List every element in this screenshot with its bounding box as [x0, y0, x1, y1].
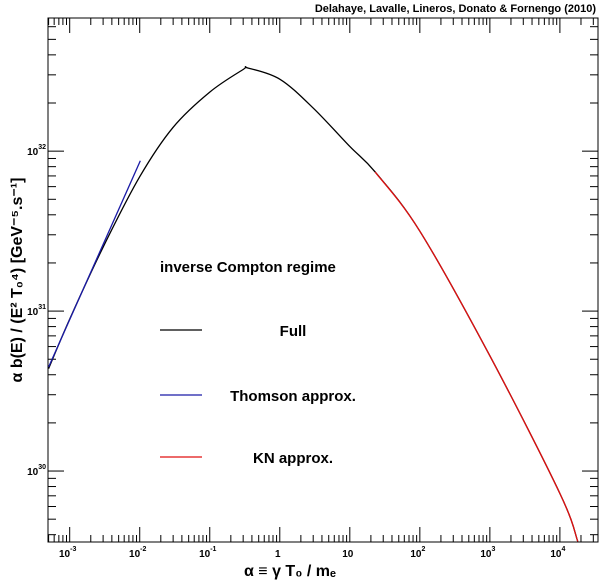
- tick-base: 10: [129, 549, 141, 560]
- tick-base: 10: [59, 549, 71, 560]
- tick-label: 10-2: [129, 546, 146, 560]
- tick-label: 1: [275, 549, 281, 560]
- annotation: Delahaye, Lavalle, Lineros, Donato & For…: [315, 3, 597, 15]
- tick-base: 10: [199, 549, 211, 560]
- series-line: [48, 65, 579, 542]
- x-axis-label: α ≡ γ T₀ / mₑ: [244, 563, 336, 580]
- tick-label: 1031: [27, 304, 46, 318]
- y-axis-label: α b(E) / (E² T₀⁴) [GeV⁻⁵.s⁻¹]: [9, 178, 26, 383]
- tick-base: 10: [27, 147, 39, 158]
- plot-area: [48, 65, 579, 542]
- tick-base: 10: [410, 549, 422, 560]
- plot-frame: [47, 17, 599, 543]
- tick-label: 104: [550, 546, 565, 560]
- tick-base: 10: [550, 549, 562, 560]
- tick-base: 10: [480, 549, 492, 560]
- tick-exponent: -3: [70, 546, 76, 553]
- tick-exponent: 32: [38, 144, 46, 151]
- series-line: [374, 171, 579, 542]
- tick-base: 10: [27, 307, 39, 318]
- tick-label: 103: [480, 546, 495, 560]
- tick-exponent: 30: [38, 464, 46, 471]
- legend-label: KN approx.: [253, 450, 333, 467]
- tick-label: 1032: [27, 144, 46, 158]
- tick-exponent: -1: [210, 546, 216, 553]
- tick-label: 10-1: [199, 546, 216, 560]
- legend-label: Thomson approx.: [230, 388, 356, 405]
- tick-exponent: 3: [491, 546, 495, 553]
- tick-exponent: 31: [38, 304, 46, 311]
- series-line: [48, 160, 141, 368]
- legend-title: inverse Compton regime: [160, 259, 336, 276]
- legend-label: Full: [280, 323, 307, 340]
- tick-label: 102: [410, 546, 425, 560]
- tick-exponent: -2: [140, 546, 146, 553]
- tick-exponent: 2: [421, 546, 425, 553]
- tick-label: 10-3: [59, 546, 76, 560]
- tick-label: 10: [342, 549, 354, 560]
- tick-base: 10: [27, 467, 39, 478]
- tick-exponent: 4: [562, 546, 566, 553]
- tick-label: 1030: [27, 464, 46, 478]
